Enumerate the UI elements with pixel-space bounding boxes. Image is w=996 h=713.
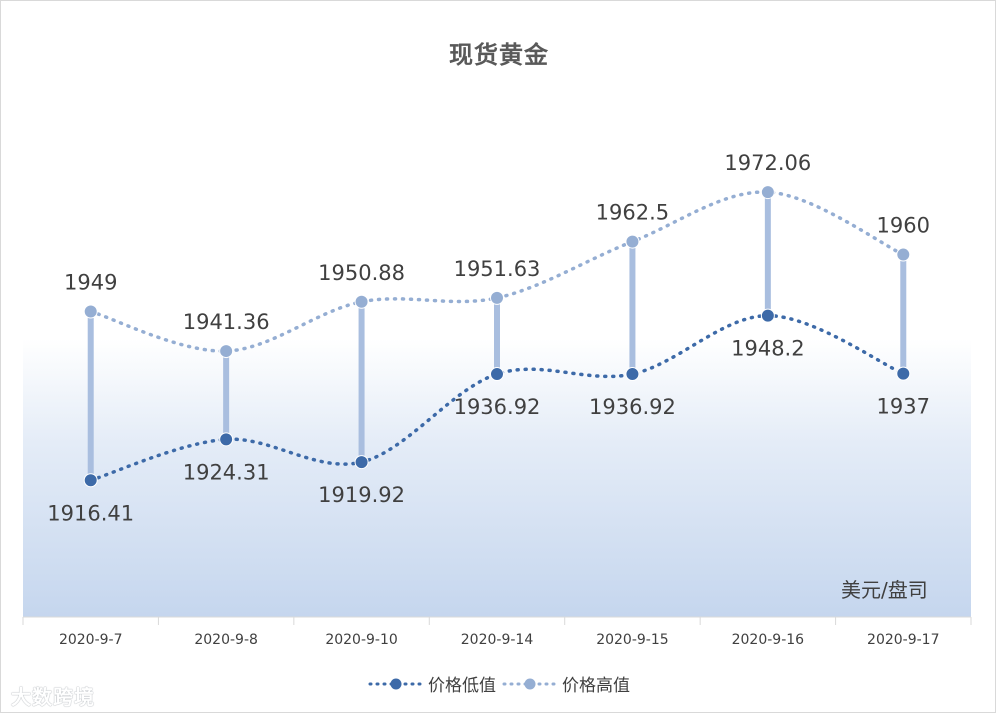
legend-entry-high[interactable]: 价格高值 [502,671,630,696]
data-label-high: 1951.63 [454,257,541,281]
x-axis: 2020-9-7 2020-9-8 2020-9-10 2020-9-14 2020-9… [22,616,972,648]
data-label-high: 1962.5 [596,201,669,225]
data-point-high [83,304,98,319]
data-point-high [490,290,504,305]
watermark: 大数跨境 [11,685,95,709]
legend-label-low: 价格低值 [428,676,496,696]
data-label-low: 1948.2 [731,337,804,361]
x-tick-label: 2020-9-14 [461,632,534,648]
data-point-low [490,367,504,382]
unit-label: 美元/盘司 [841,578,928,602]
legend-label-high: 价格高值 [562,676,630,696]
high-low-lines [87,192,907,481]
legend-swatch-low [368,678,424,689]
data-point-high [354,294,369,309]
data-point-low [625,367,640,382]
data-label-high: 1949 [64,271,117,295]
data-label-high: 1960 [877,214,930,238]
data-point-low [354,455,369,470]
data-label-low: 1924.31 [183,460,270,484]
x-tick-label: 2020-9-16 [732,632,805,648]
data-label-high: 1941.36 [183,310,270,334]
series-layer [83,185,911,488]
data-label-low: 1936.92 [454,395,541,419]
data-point-low [896,366,911,381]
data-point-high [760,185,775,200]
data-point-low [219,432,234,447]
data-label-low: 1919.92 [318,483,405,507]
data-point-high [896,247,911,262]
x-tick-label: 2020-9-10 [325,632,397,648]
legend: 价格低值 价格高值 [1,671,995,696]
data-labels: 1949 1941.36 1950.88 1951.63 1962.5 1972.06 19… [47,151,930,525]
legend-swatch-high [502,678,558,689]
data-label-high: 1972.06 [724,151,811,175]
chart-title: 现货黄金 [449,41,549,69]
x-tick-label: 2020-9-15 [596,632,668,648]
data-label-low: 1937 [877,395,930,419]
legend-entry-low[interactable]: 价格低值 [368,671,496,696]
data-point-low [760,308,775,323]
data-point-low [83,473,98,488]
x-tick-label: 2020-9-8 [194,632,258,648]
x-tick-label: 2020-9-7 [59,632,123,648]
data-point-high [625,234,640,249]
x-tick-label: 2020-9-17 [867,632,939,648]
data-label-low: 1936.92 [589,395,676,419]
data-label-high: 1950.88 [318,261,405,285]
data-label-low: 1916.41 [47,501,134,525]
data-point-high [219,344,234,359]
